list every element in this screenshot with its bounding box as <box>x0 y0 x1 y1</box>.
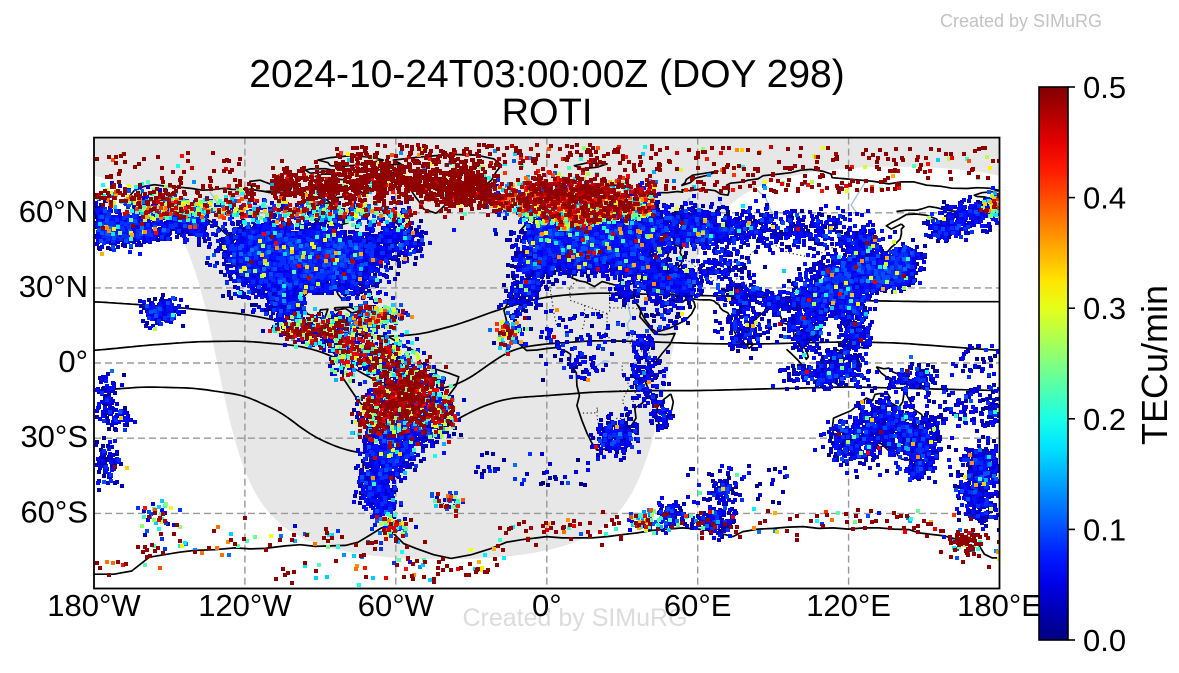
svg-text:60°E: 60°E <box>664 588 732 623</box>
svg-text:0.0: 0.0 <box>1083 623 1126 658</box>
svg-text:180°E: 180°E <box>957 588 1042 623</box>
svg-text:0.1: 0.1 <box>1083 512 1126 547</box>
svg-text:0.3: 0.3 <box>1083 291 1126 326</box>
svg-text:TECu/min: TECu/min <box>1134 285 1175 445</box>
svg-text:0°: 0° <box>532 588 562 623</box>
svg-text:120°W: 120°W <box>198 588 292 623</box>
svg-text:Created by SIMuRG: Created by SIMuRG <box>462 604 687 632</box>
svg-text:0.4: 0.4 <box>1083 181 1126 216</box>
svg-text:ROTI: ROTI <box>502 92 593 134</box>
svg-text:60°W: 60°W <box>358 588 435 623</box>
svg-text:Created by SIMuRG: Created by SIMuRG <box>940 11 1102 31</box>
svg-text:0.2: 0.2 <box>1083 402 1126 437</box>
svg-text:0.5: 0.5 <box>1083 70 1126 105</box>
svg-text:30°S: 30°S <box>20 419 88 454</box>
svg-text:60°S: 60°S <box>20 494 88 529</box>
svg-text:60°N: 60°N <box>19 194 88 229</box>
svg-text:120°E: 120°E <box>806 588 891 623</box>
svg-text:180°W: 180°W <box>47 588 141 623</box>
svg-text:2024-10-24T03:00:00Z (DOY 298): 2024-10-24T03:00:00Z (DOY 298) <box>249 53 844 96</box>
svg-text:30°N: 30°N <box>19 269 88 304</box>
svg-text:0°: 0° <box>58 344 88 379</box>
